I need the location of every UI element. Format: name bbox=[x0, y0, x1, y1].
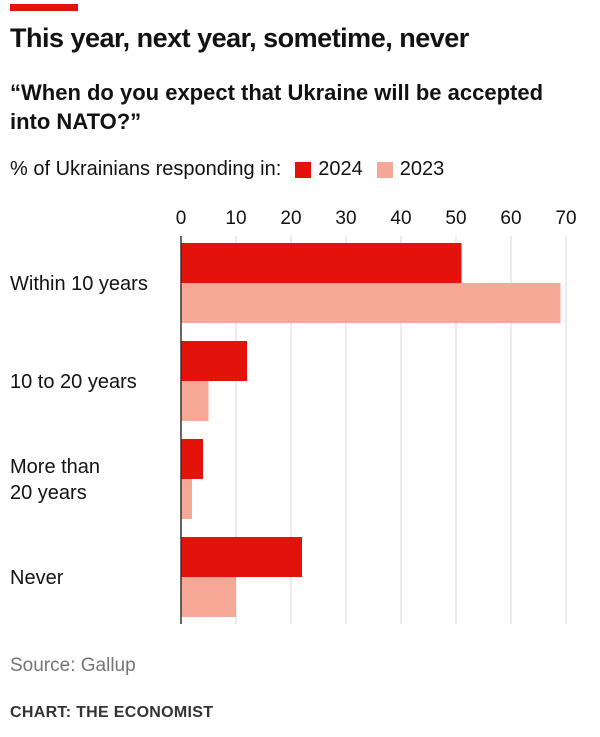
x-tick-label: 60 bbox=[500, 208, 521, 229]
x-tick-label: 70 bbox=[555, 208, 576, 229]
bar-2023-2 bbox=[181, 479, 192, 519]
category-label-line: Never bbox=[10, 567, 64, 589]
category-label: More than 20 years bbox=[10, 456, 100, 504]
bar-2024-1 bbox=[181, 341, 247, 381]
category-label-line: Within 10 years bbox=[10, 273, 148, 295]
x-tick-label: 20 bbox=[280, 208, 301, 229]
x-tick-label: 30 bbox=[335, 208, 356, 229]
x-tick-label: 50 bbox=[445, 208, 466, 229]
category-label-line: 20 years bbox=[10, 482, 87, 504]
chart-credit: CHART: THE ECONOMIST bbox=[10, 704, 214, 721]
bar-2024-2 bbox=[181, 439, 203, 479]
legend-swatch-2024 bbox=[295, 161, 312, 178]
bar-2023-1 bbox=[181, 381, 209, 421]
bar-chart: 0 10 20 30 40 50 60 70 Within 10 years 10 to 20 y… bbox=[10, 208, 577, 624]
bar-2023-0 bbox=[181, 283, 561, 323]
legend-swatch-2023 bbox=[376, 161, 393, 178]
bar-2024-0 bbox=[181, 243, 462, 283]
legend-label-2024: 2024 bbox=[318, 158, 363, 180]
category-label: Within 10 years bbox=[10, 273, 148, 295]
x-tick-label: 40 bbox=[390, 208, 411, 229]
bar-2024-3 bbox=[181, 537, 302, 577]
brand-accent-bar bbox=[10, 4, 78, 11]
bar-2023-3 bbox=[181, 577, 236, 617]
legend-label-2023: 2023 bbox=[399, 158, 445, 180]
source-note: Source: Gallup bbox=[10, 655, 136, 676]
chart-subtitle: “When do you expect that Ukraine will be… bbox=[10, 80, 544, 134]
category-label: Never bbox=[10, 567, 64, 589]
category-label-line: More than bbox=[10, 456, 100, 478]
legend-prefix: % of Ukrainians responding in: bbox=[10, 158, 282, 180]
category-label-line: 10 to 20 years bbox=[10, 371, 137, 393]
x-tick-label: 0 bbox=[176, 208, 187, 229]
chart-title: This year, next year, sometime, never bbox=[10, 23, 469, 53]
category-label: 10 to 20 years bbox=[10, 371, 137, 393]
legend: % of Ukrainians responding in: 2024 2023 bbox=[10, 158, 444, 181]
x-tick-label: 10 bbox=[225, 208, 246, 229]
